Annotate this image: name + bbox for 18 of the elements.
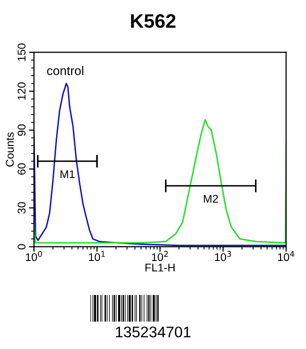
- text: 135234701: [116, 326, 190, 338]
- y-axis-title: Counts: [6, 132, 14, 167]
- x-tick-label: 10$^{4}$: [278, 251, 294, 262]
- x-axis-title: FL1-H: [146, 264, 175, 272]
- y-tick-label: 30: [18, 202, 26, 214]
- annotation: M1: [60, 170, 75, 178]
- x-tick-label: 10$^{0}$: [26, 250, 42, 262]
- chart-title: K562: [131, 14, 176, 28]
- y-tick-label: 0: [18, 244, 26, 250]
- y-tick-label: 60: [18, 163, 26, 175]
- x-tick-label: 10$^{2}$: [152, 250, 168, 262]
- annotation: M2: [204, 194, 218, 203]
- y-tick-label: 120: [18, 82, 26, 100]
- y-tick-label: 150: [18, 44, 26, 61]
- x-tick-label: 10$^{1}$: [88, 251, 105, 262]
- annotation: control: [47, 66, 84, 76]
- x-tick-label: 10$^{3}$: [215, 250, 231, 262]
- y-tick-label: 90: [18, 124, 26, 136]
